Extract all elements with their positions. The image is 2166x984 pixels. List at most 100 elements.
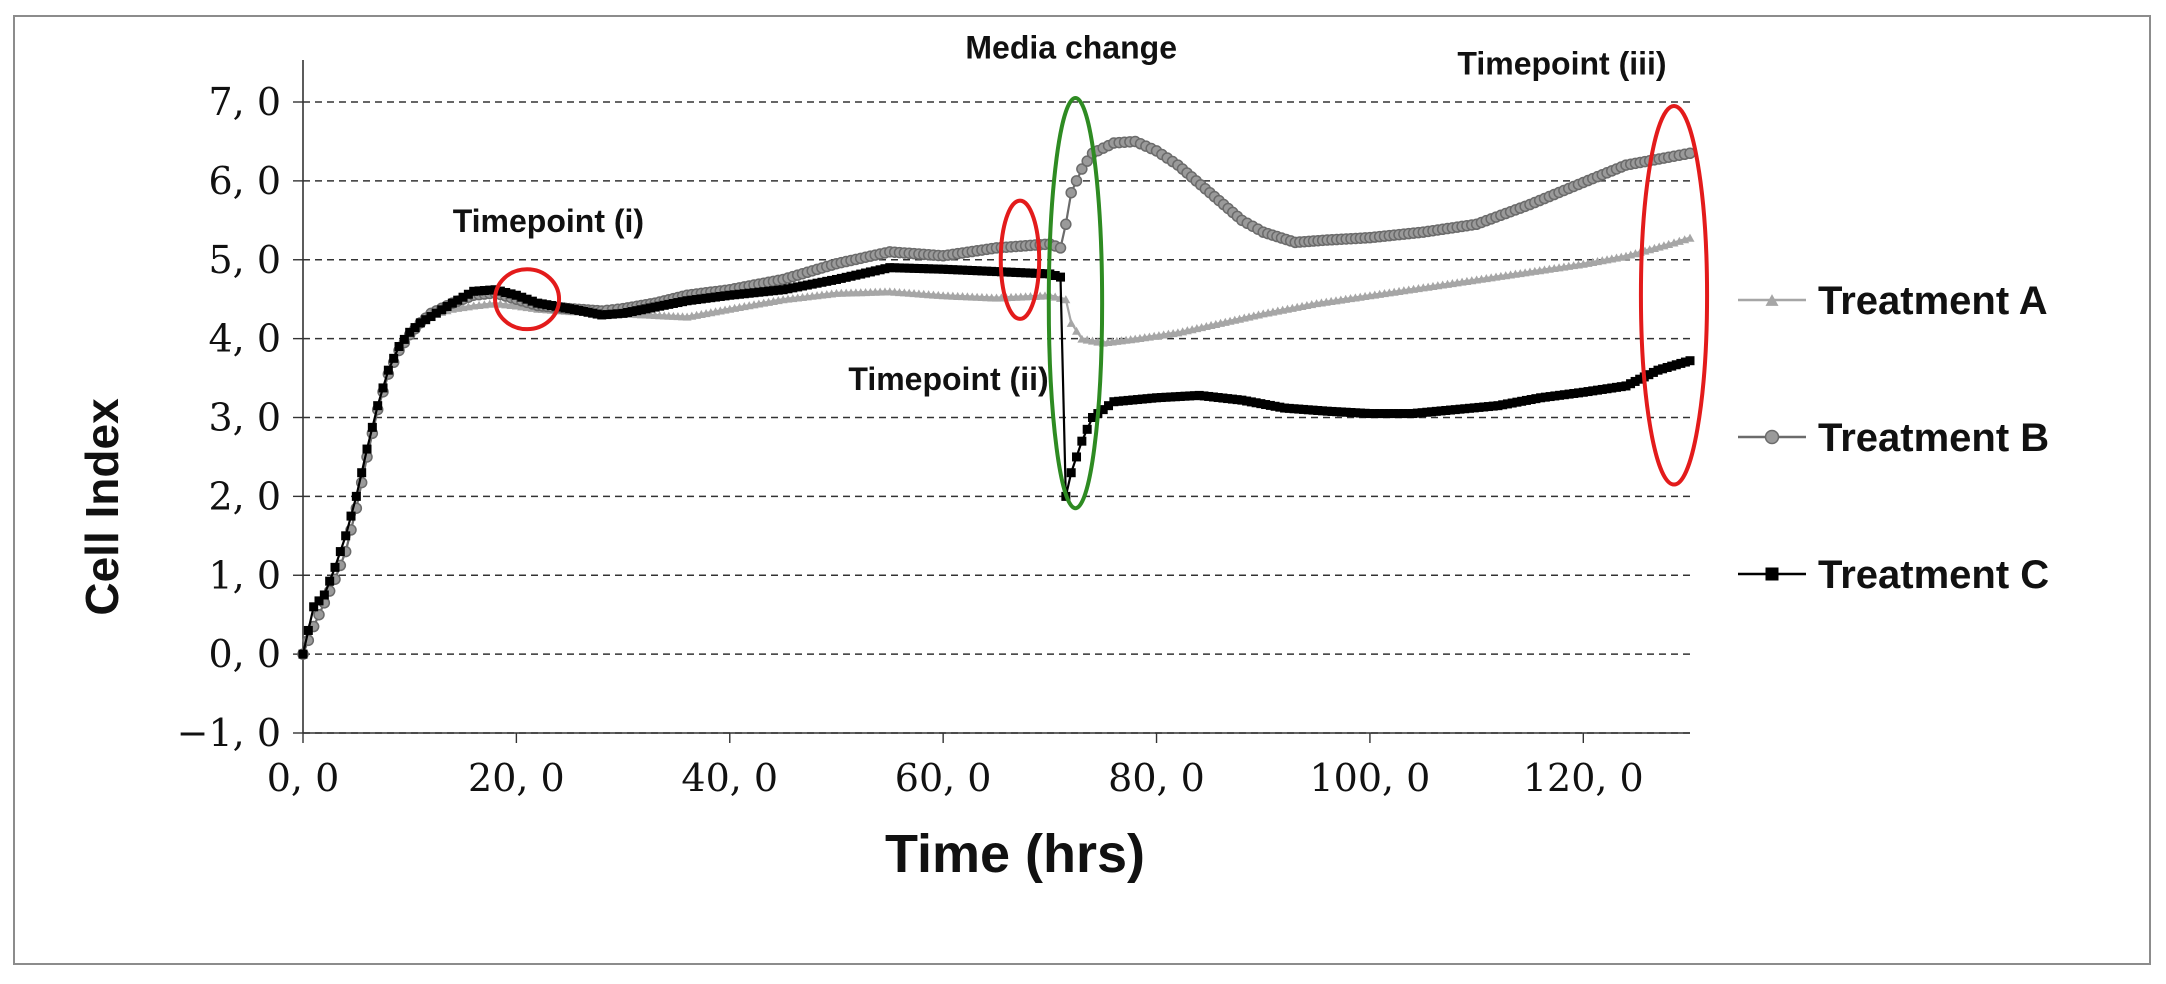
x-tick-label: 40, 0	[681, 756, 778, 800]
data-point	[982, 266, 992, 276]
data-point	[1246, 397, 1256, 407]
data-point	[1685, 356, 1695, 366]
data-point	[880, 264, 890, 274]
data-point	[798, 281, 808, 291]
data-point	[506, 300, 516, 309]
data-point	[919, 264, 929, 274]
data-point	[1088, 336, 1098, 345]
data-point	[303, 625, 313, 635]
data-point	[1251, 398, 1261, 408]
data-point	[725, 290, 735, 300]
data-point	[378, 383, 388, 393]
data-point	[822, 276, 832, 286]
data-point	[1318, 406, 1328, 416]
data-point	[641, 304, 651, 314]
data-point	[1521, 395, 1531, 405]
data-point	[1469, 403, 1479, 413]
timepoint-ii-marker	[998, 198, 1042, 321]
data-point	[744, 288, 754, 298]
data-point	[1685, 233, 1695, 242]
x-tick-label: 100, 0	[1309, 756, 1430, 800]
highlight-ellipses	[493, 96, 1710, 511]
data-point	[463, 289, 473, 299]
data-point	[992, 267, 1001, 277]
data-point	[1612, 382, 1622, 392]
data-point	[783, 284, 793, 294]
data-point	[788, 283, 798, 293]
data-point	[668, 298, 678, 308]
data-point	[1360, 408, 1370, 418]
data-point	[720, 291, 730, 301]
data-point	[1275, 402, 1285, 412]
data-point	[1616, 382, 1626, 392]
data-point	[865, 267, 875, 277]
data-point	[1574, 388, 1584, 398]
data-point	[1374, 409, 1384, 419]
data-point	[458, 292, 468, 302]
data-point	[1256, 399, 1266, 409]
data-point	[522, 294, 532, 304]
data-point	[1118, 396, 1128, 406]
data-point	[817, 277, 827, 287]
data-point	[399, 334, 409, 344]
data-point	[314, 596, 324, 606]
data-point	[1621, 381, 1631, 391]
data-point	[1109, 397, 1119, 407]
data-point	[1199, 391, 1209, 401]
data-point	[1070, 175, 1083, 187]
data-point	[1626, 379, 1636, 389]
data-point	[511, 290, 521, 300]
data-point	[768, 286, 778, 296]
data-point	[592, 309, 602, 319]
media-change-marker	[1046, 96, 1105, 511]
data-point	[1680, 357, 1690, 367]
data-point	[1227, 394, 1237, 404]
legend-swatch-marker	[1764, 429, 1780, 445]
data-point	[383, 365, 393, 375]
data-point	[1607, 383, 1617, 393]
data-point	[664, 299, 674, 309]
data-point	[1446, 405, 1456, 415]
data-point	[1185, 391, 1195, 401]
data-point	[319, 590, 329, 600]
data-point	[1082, 424, 1092, 434]
data-point	[437, 305, 447, 315]
data-point	[426, 312, 436, 322]
data-point	[938, 264, 948, 274]
data-point	[357, 468, 367, 478]
y-tick-label: 1, 0	[208, 553, 281, 597]
data-point	[501, 300, 511, 309]
data-point	[1011, 267, 1021, 277]
data-point	[928, 264, 938, 274]
data-point	[1569, 388, 1579, 398]
y-tick-label: 2, 0	[208, 474, 281, 518]
data-point	[1450, 405, 1460, 415]
data-point	[650, 302, 660, 312]
data-point	[1602, 384, 1612, 394]
legend-swatch-marker	[1765, 294, 1779, 306]
annotations: Media change Timepoint (i) Timepoint (ii) T…	[453, 30, 1667, 397]
data-point	[298, 649, 308, 659]
data-point	[1133, 395, 1143, 405]
data-point	[1056, 272, 1066, 282]
data-point	[623, 307, 633, 317]
y-tick-label: 6, 0	[208, 159, 281, 203]
data-point	[1001, 267, 1011, 277]
data-point	[948, 265, 958, 275]
data-point	[362, 444, 372, 454]
data-point	[542, 300, 552, 310]
data-point	[501, 287, 511, 297]
data-point	[1175, 391, 1185, 401]
data-point	[1066, 468, 1076, 478]
data-point	[1208, 392, 1218, 402]
data-point	[1261, 400, 1271, 410]
data-point	[1076, 163, 1088, 175]
data-point	[1403, 409, 1413, 419]
data-point	[1341, 407, 1351, 417]
timepoint-iii-marker	[1638, 103, 1710, 487]
data-point	[778, 285, 788, 295]
data-point	[1408, 409, 1418, 419]
data-point	[749, 288, 759, 298]
data-point	[533, 298, 543, 308]
x-axis-title: Time (hrs)	[885, 824, 1145, 884]
